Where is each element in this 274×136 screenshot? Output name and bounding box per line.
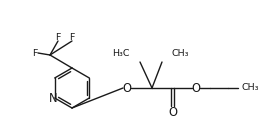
Text: O: O xyxy=(169,106,178,118)
Text: N: N xyxy=(49,92,58,104)
Text: H₃C: H₃C xyxy=(113,49,130,58)
Text: F: F xyxy=(69,33,75,42)
Text: F: F xyxy=(32,49,38,58)
Text: O: O xyxy=(192,81,201,95)
Text: O: O xyxy=(122,81,132,95)
Text: F: F xyxy=(55,33,61,42)
Text: CH₃: CH₃ xyxy=(241,84,258,92)
Text: CH₃: CH₃ xyxy=(172,49,190,58)
